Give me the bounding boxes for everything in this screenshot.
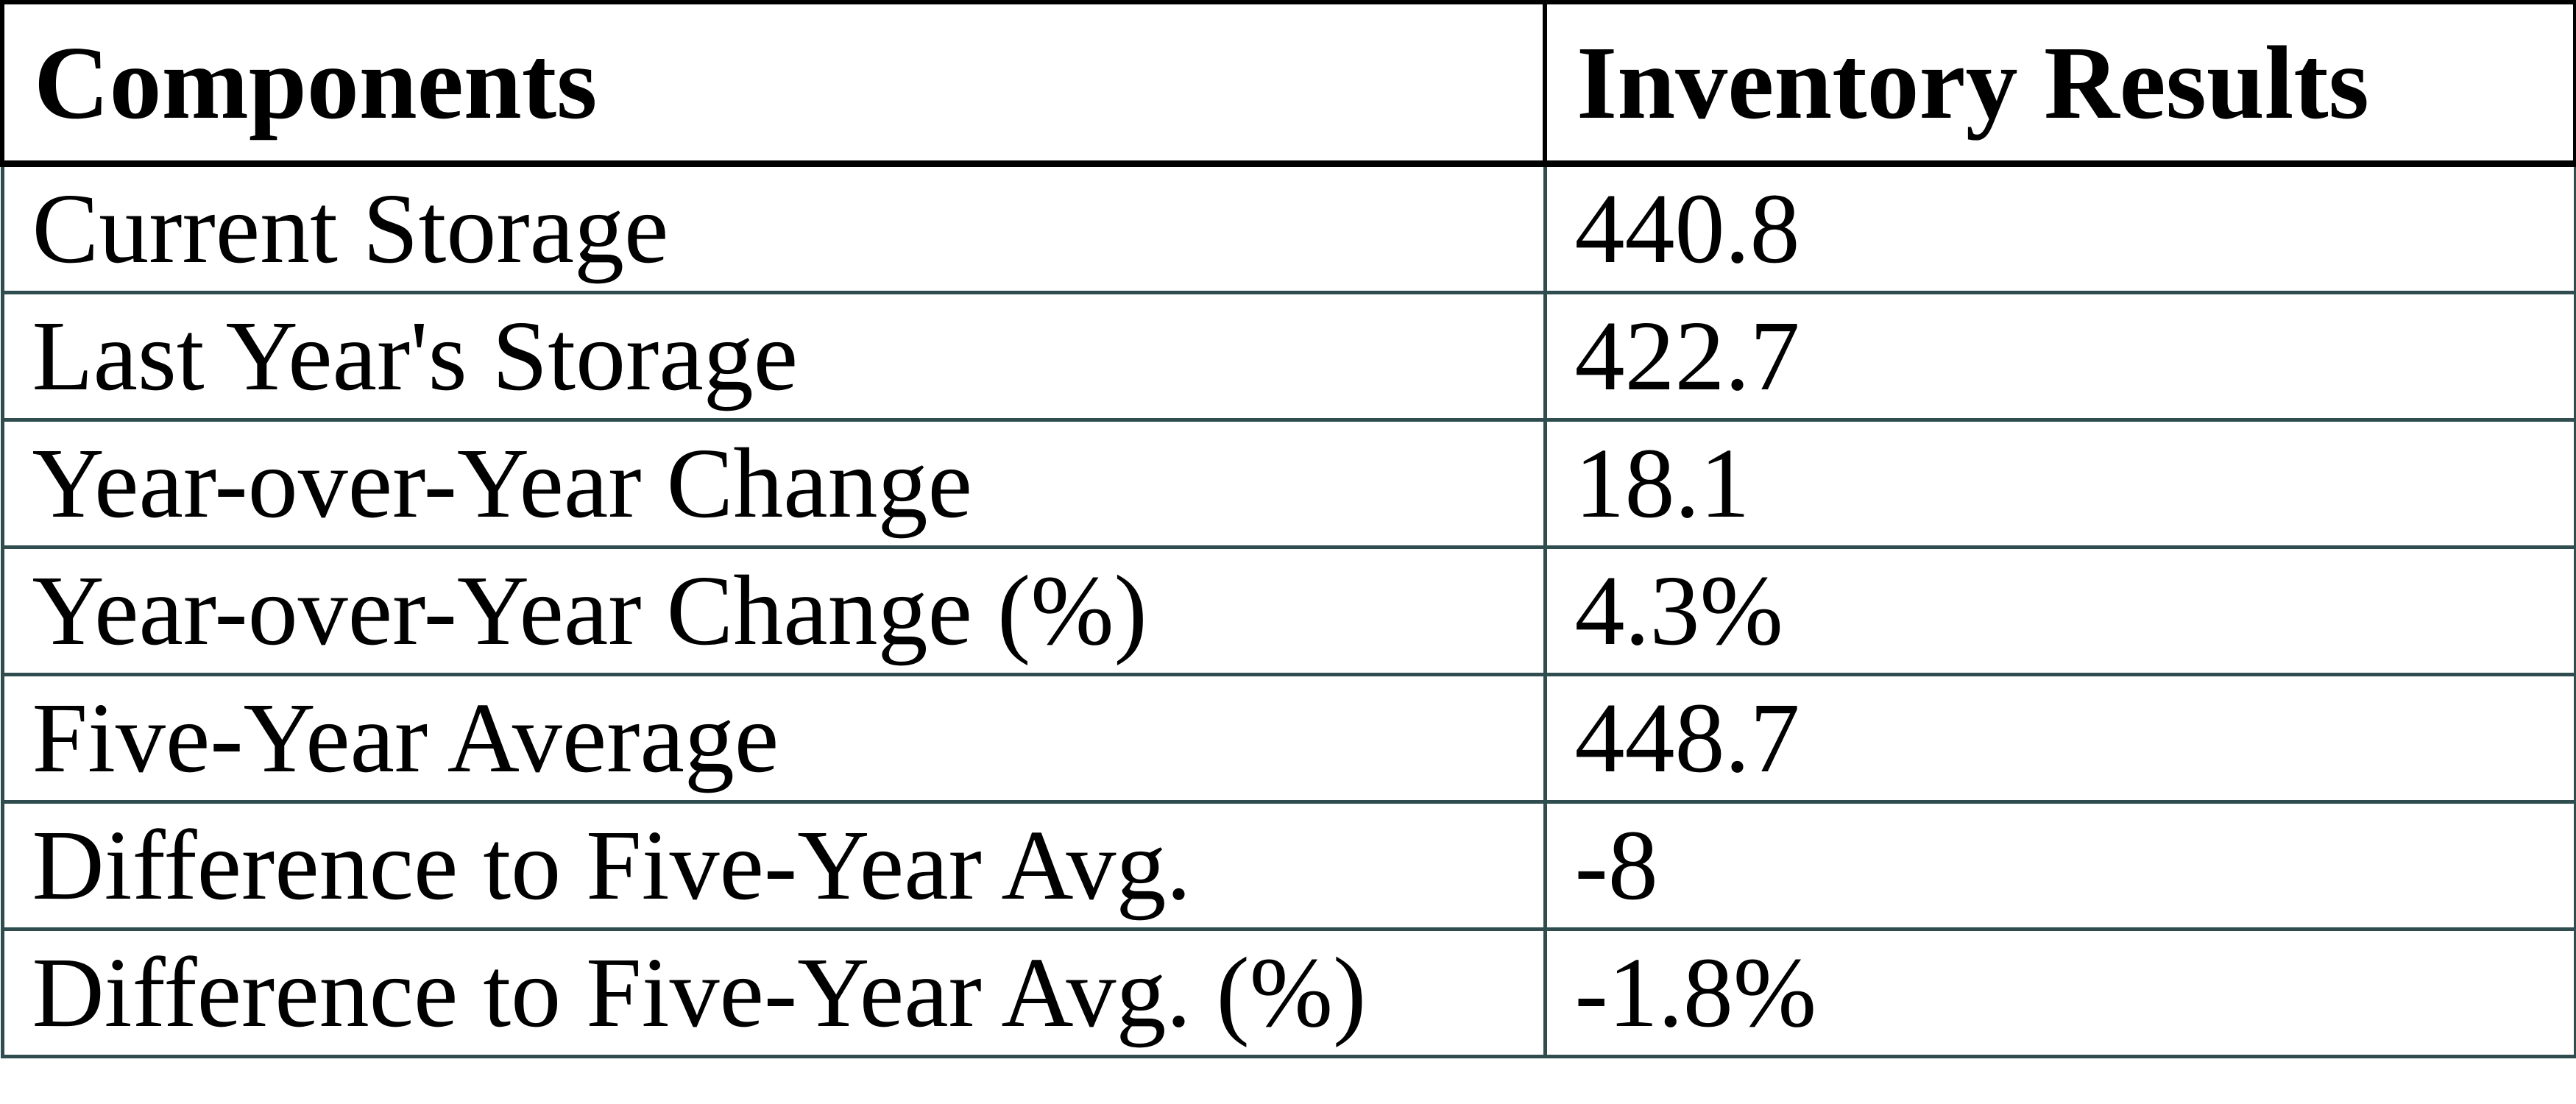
table-row: Difference to Five-Year Avg. -8 (0, 800, 2576, 931)
table-row: Year-over-Year Change 18.1 (0, 418, 2576, 549)
result-value: 448.7 (1543, 673, 2576, 804)
component-label: Last Year's Storage (0, 291, 1547, 422)
table-row: Year-over-Year Change (%) 4.3% (0, 545, 2576, 676)
result-value: 440.8 (1543, 162, 2576, 294)
table-row: Last Year's Storage 422.7 (0, 291, 2576, 422)
result-value: 4.3% (1543, 545, 2576, 676)
header-row: Components Inventory Results (0, 0, 2576, 167)
component-label: Year-over-Year Change (0, 418, 1547, 549)
result-value: 18.1 (1543, 418, 2576, 549)
component-label: Difference to Five-Year Avg. (%) (0, 927, 1547, 1058)
component-label: Current Storage (0, 162, 1547, 294)
column-header-inventory-results: Inventory Results (1543, 0, 2576, 167)
result-value: -1.8% (1543, 927, 2576, 1058)
table-row: Current Storage 440.8 (0, 162, 2576, 294)
table-row: Five-Year Average 448.7 (0, 673, 2576, 804)
inventory-table: Components Inventory Results Current Sto… (0, 0, 2576, 1058)
component-label: Year-over-Year Change (%) (0, 545, 1547, 676)
component-label: Five-Year Average (0, 673, 1547, 804)
column-header-components: Components (0, 0, 1547, 167)
result-value: -8 (1543, 800, 2576, 931)
component-label: Difference to Five-Year Avg. (0, 800, 1547, 931)
table-row: Difference to Five-Year Avg. (%) -1.8% (0, 927, 2576, 1058)
result-value: 422.7 (1543, 291, 2576, 422)
